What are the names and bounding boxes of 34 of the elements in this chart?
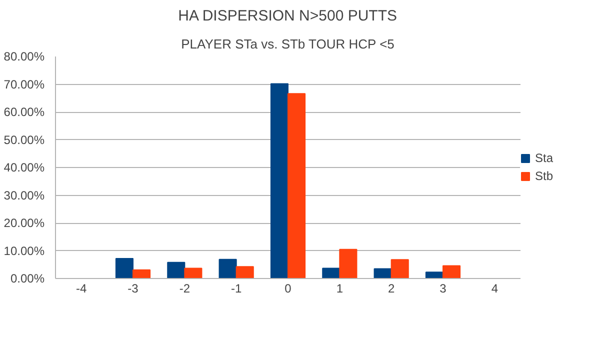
bar [184, 268, 202, 278]
bar [167, 262, 186, 278]
bar [236, 266, 254, 278]
y-tick-label: 60.00% [4, 105, 45, 119]
bar [322, 268, 340, 278]
x-tick-label: -2 [179, 282, 190, 296]
legend-label: Sta [535, 151, 554, 165]
y-tick-label: 80.00% [4, 50, 45, 64]
x-tick-label: 2 [388, 282, 395, 296]
y-tick-label: 10.00% [4, 244, 45, 258]
x-tick-label: 1 [336, 282, 344, 296]
x-tick-label: -3 [128, 282, 139, 296]
bar [132, 269, 151, 278]
bar [339, 248, 358, 278]
bar [115, 258, 134, 278]
x-tick-label: 4 [491, 282, 498, 296]
bar [442, 265, 461, 278]
x-tick-label: 0 [284, 282, 292, 296]
bar [218, 258, 237, 278]
bar [270, 83, 288, 278]
chart-subtitle: PLAYER STa vs. STb TOUR HCP <5 [181, 36, 394, 52]
y-tick-label: 70.00% [4, 77, 45, 92]
x-tick-label: 3 [440, 282, 447, 296]
y-tick-label: 20.00% [4, 216, 45, 230]
y-tick-label: 40.00% [4, 160, 45, 174]
bar [390, 259, 409, 278]
x-tick-label: -4 [76, 282, 87, 296]
legend-label: Stb [535, 169, 554, 183]
bar [288, 93, 306, 278]
y-tick-label: 50.00% [4, 132, 45, 147]
chart-title: HA DISPERSION N>500 PUTTS [178, 8, 398, 24]
y-tick-label: 0.00% [10, 272, 45, 286]
x-tick-label: -1 [231, 282, 242, 296]
y-tick-label: 30.00% [4, 188, 45, 202]
